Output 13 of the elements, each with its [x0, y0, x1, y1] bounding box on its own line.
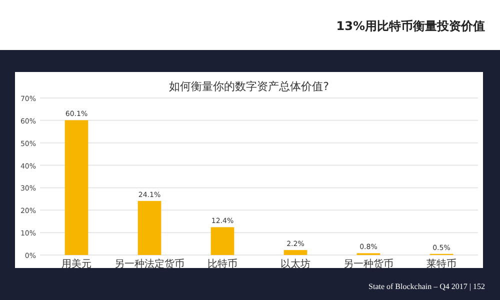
text: 13%用比特币衡量投资价值: [336, 19, 485, 33]
x-tick-label: 用美元: [62, 258, 92, 270]
chart-title: 如何衡量你的数字资产总体价值?: [169, 80, 330, 93]
bar: [64, 120, 88, 255]
x-tick-label: 另一种货币: [344, 258, 394, 270]
bar: [138, 200, 162, 255]
text: State of Blockchain – Q4 2017 | 152: [368, 282, 485, 291]
x-tick-label: 另一种法定货币: [114, 258, 184, 270]
bar: [210, 227, 234, 255]
x-tick-label: 比特币: [208, 258, 238, 270]
x-tick-label: 莱特币: [426, 258, 456, 270]
x-tick-label: 以太坊: [280, 258, 310, 270]
bar: [284, 250, 308, 255]
